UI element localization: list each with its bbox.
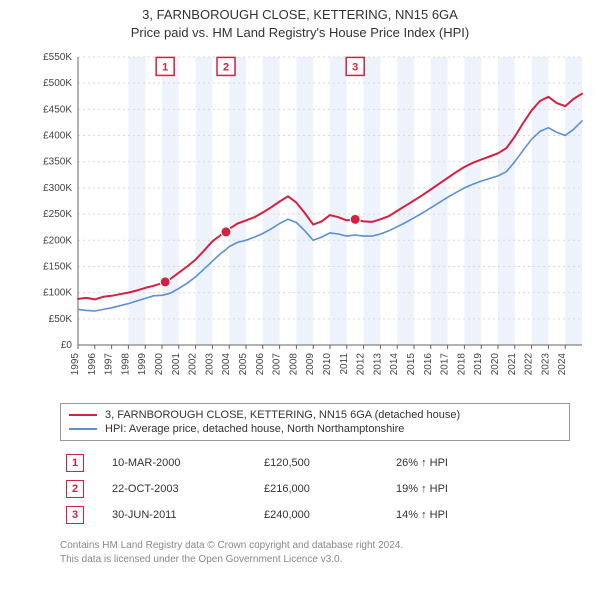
marker-delta: 14% ↑ HPI bbox=[392, 503, 538, 527]
svg-text:2005: 2005 bbox=[238, 353, 249, 376]
svg-text:2011: 2011 bbox=[339, 353, 350, 375]
svg-text:2007: 2007 bbox=[272, 353, 283, 376]
legend-label: HPI: Average price, detached house, Nort… bbox=[105, 423, 404, 435]
svg-text:1997: 1997 bbox=[104, 353, 115, 376]
svg-text:2017: 2017 bbox=[440, 353, 451, 376]
svg-text:1996: 1996 bbox=[87, 353, 98, 376]
legend-label: 3, FARNBOROUGH CLOSE, KETTERING, NN15 6G… bbox=[105, 409, 460, 421]
svg-text:1999: 1999 bbox=[137, 353, 148, 376]
svg-text:£550K: £550K bbox=[43, 52, 72, 63]
svg-text:£200K: £200K bbox=[43, 235, 72, 246]
svg-text:2012: 2012 bbox=[356, 353, 367, 376]
svg-text:£0: £0 bbox=[61, 340, 73, 351]
marker-row: 2 22-OCT-2003£216,00019% ↑ HPI bbox=[62, 477, 538, 501]
footnote: Contains HM Land Registry data © Crown c… bbox=[60, 539, 570, 566]
svg-text:3: 3 bbox=[352, 62, 358, 74]
svg-text:2020: 2020 bbox=[490, 353, 501, 376]
marker-row: 3 30-JUN-2011£240,00014% ↑ HPI bbox=[62, 503, 538, 527]
svg-text:£500K: £500K bbox=[43, 78, 72, 89]
marker-row: 1 10-MAR-2000£120,50026% ↑ HPI bbox=[62, 451, 538, 475]
marker-badge: 2 bbox=[66, 480, 84, 498]
marker-delta: 26% ↑ HPI bbox=[392, 451, 538, 475]
marker-price: £120,500 bbox=[260, 451, 390, 475]
legend-swatch bbox=[69, 428, 97, 430]
svg-text:2003: 2003 bbox=[204, 353, 215, 376]
title-line-2: Price paid vs. HM Land Registry's House … bbox=[0, 24, 600, 42]
svg-text:2006: 2006 bbox=[255, 353, 266, 376]
svg-text:£250K: £250K bbox=[43, 209, 72, 220]
svg-text:2016: 2016 bbox=[423, 353, 434, 376]
marker-price: £240,000 bbox=[260, 503, 390, 527]
svg-text:2022: 2022 bbox=[524, 353, 535, 376]
svg-text:£450K: £450K bbox=[43, 104, 72, 115]
title-block: 3, FARNBOROUGH CLOSE, KETTERING, NN15 6G… bbox=[0, 0, 600, 43]
svg-text:1998: 1998 bbox=[120, 353, 131, 376]
svg-text:2004: 2004 bbox=[221, 353, 232, 376]
svg-text:£100K: £100K bbox=[43, 288, 72, 299]
svg-text:2001: 2001 bbox=[171, 353, 182, 376]
chart-svg: £0 £50K £100K £150K £200K £250K £300K £350K £400… bbox=[30, 47, 590, 397]
svg-text:2021: 2021 bbox=[507, 353, 518, 376]
svg-text:2013: 2013 bbox=[372, 353, 383, 376]
chart-container: 3, FARNBOROUGH CLOSE, KETTERING, NN15 6G… bbox=[0, 0, 600, 590]
svg-text:1: 1 bbox=[162, 62, 168, 74]
svg-text:2000: 2000 bbox=[154, 353, 165, 376]
marker-badge: 3 bbox=[66, 506, 84, 524]
marker-price: £216,000 bbox=[260, 477, 390, 501]
svg-text:2019: 2019 bbox=[473, 353, 484, 376]
svg-text:£300K: £300K bbox=[43, 183, 72, 194]
svg-text:2008: 2008 bbox=[288, 353, 299, 376]
marker-date: 22-OCT-2003 bbox=[108, 477, 258, 501]
svg-text:2009: 2009 bbox=[305, 353, 316, 376]
markers-table: 1 10-MAR-2000£120,50026% ↑ HPI 2 22-OCT-200… bbox=[60, 449, 540, 529]
svg-text:2014: 2014 bbox=[389, 353, 400, 376]
svg-text:2015: 2015 bbox=[406, 353, 417, 376]
svg-text:2024: 2024 bbox=[557, 353, 568, 376]
footnote-line-1: Contains HM Land Registry data © Crown c… bbox=[60, 539, 570, 553]
svg-text:2023: 2023 bbox=[540, 353, 551, 376]
chart-plot: £0 £50K £100K £150K £200K £250K £300K £350K £400… bbox=[30, 47, 590, 397]
marker-badge: 1 bbox=[66, 454, 84, 472]
legend-row: 3, FARNBOROUGH CLOSE, KETTERING, NN15 6G… bbox=[69, 408, 561, 422]
footnote-line-2: This data is licensed under the Open Gov… bbox=[60, 553, 570, 567]
svg-text:£400K: £400K bbox=[43, 131, 72, 142]
legend-row: HPI: Average price, detached house, Nort… bbox=[69, 422, 561, 436]
svg-text:1995: 1995 bbox=[70, 353, 81, 376]
svg-text:2: 2 bbox=[223, 62, 229, 74]
legend: 3, FARNBOROUGH CLOSE, KETTERING, NN15 6G… bbox=[60, 403, 570, 441]
marker-date: 10-MAR-2000 bbox=[108, 451, 258, 475]
svg-text:£50K: £50K bbox=[49, 314, 73, 325]
svg-text:£350K: £350K bbox=[43, 157, 72, 168]
legend-swatch bbox=[69, 414, 97, 416]
marker-date: 30-JUN-2011 bbox=[108, 503, 258, 527]
svg-text:2018: 2018 bbox=[456, 353, 467, 376]
svg-text:2002: 2002 bbox=[188, 353, 199, 376]
svg-text:2010: 2010 bbox=[322, 353, 333, 376]
title-line-1: 3, FARNBOROUGH CLOSE, KETTERING, NN15 6G… bbox=[0, 6, 600, 24]
svg-text:£150K: £150K bbox=[43, 262, 72, 273]
marker-delta: 19% ↑ HPI bbox=[392, 477, 538, 501]
